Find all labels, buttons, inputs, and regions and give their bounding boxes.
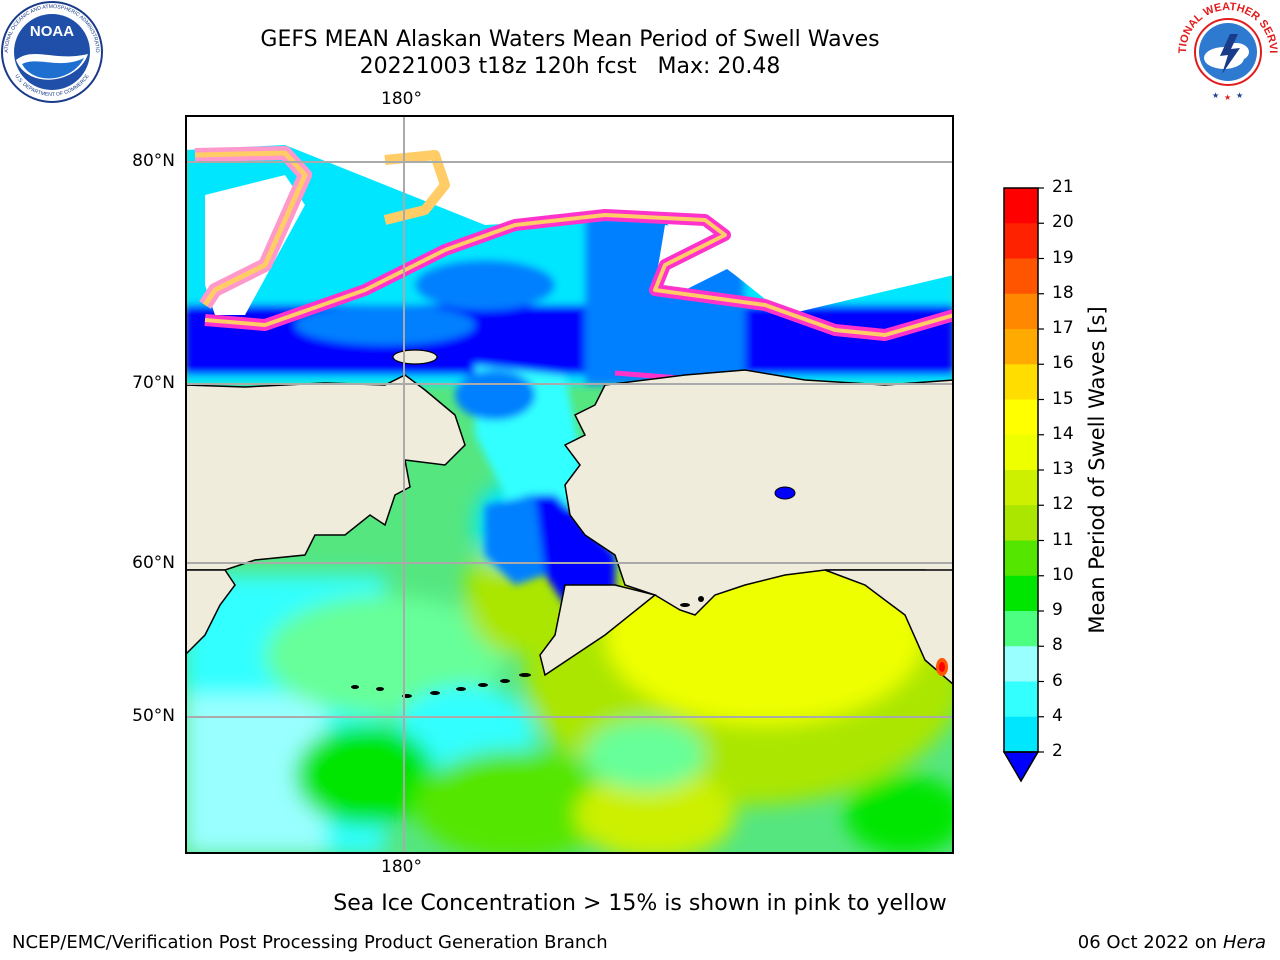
colorbar-tick-label: 2 xyxy=(1052,741,1063,761)
land-kamchatka xyxy=(185,569,236,657)
colorbar-tick-label: 11 xyxy=(1052,529,1074,550)
footer-date: 06 Oct 2022 on Hera xyxy=(1078,932,1266,953)
colorbar-segment xyxy=(1004,505,1038,541)
land-siberia xyxy=(185,374,466,571)
graticule xyxy=(185,115,954,854)
colorbar-segment xyxy=(1004,611,1038,647)
noaa-logo: NOAA NATIONAL OCEANIC AND ATMOSPHERIC AD… xyxy=(0,0,103,103)
colorbar-tick-label: 13 xyxy=(1052,459,1074,479)
lon-label-top: 180° xyxy=(381,89,422,109)
colorbar-segment xyxy=(1004,258,1038,295)
colorbar-tick-label: 10 xyxy=(1052,564,1074,585)
land-alaska xyxy=(563,369,954,854)
colorbar-segment xyxy=(1004,646,1038,682)
colorbar-segment xyxy=(1004,293,1038,330)
lat-label-70n: 70°N xyxy=(132,373,175,393)
map-frame xyxy=(185,115,954,854)
land-alaska-peninsula xyxy=(539,584,657,677)
star-icon: ★ xyxy=(1212,91,1219,100)
map-title: GEFS MEAN Alaskan Waters Mean Period of … xyxy=(260,27,880,52)
noaa-logo-text: NOAA xyxy=(30,23,74,40)
colorbar-segment xyxy=(1004,716,1038,753)
colorbar-tick-label: 4 xyxy=(1052,705,1063,726)
land-alaska-southeast xyxy=(824,569,954,686)
colorbar-segment xyxy=(1004,681,1038,718)
colorbar-segment xyxy=(1004,470,1038,506)
footer-credit: NCEP/EMC/Verification Post Processing Pr… xyxy=(12,932,608,953)
colorbar-segment xyxy=(1004,188,1038,224)
map-panel xyxy=(185,115,954,854)
colorbar-segment xyxy=(1004,399,1038,436)
colorbar-tick-label: 16 xyxy=(1052,353,1074,374)
colorbar-segment xyxy=(1004,575,1038,612)
footer-host: Hera xyxy=(1222,932,1266,953)
map-field xyxy=(185,115,954,854)
colorbar-segment xyxy=(1004,329,1038,365)
colorbar-segment xyxy=(1004,364,1038,400)
lat-label-80n: 80°N xyxy=(132,151,175,171)
colorbar-tick-label: 20 xyxy=(1052,212,1074,233)
colorbar-segment xyxy=(1004,223,1038,259)
colorbar-tick-label: 15 xyxy=(1052,388,1074,409)
colorbar-tick-label: 14 xyxy=(1052,423,1074,444)
aleutian-islands xyxy=(351,596,704,698)
colorbar-segment xyxy=(1004,434,1038,471)
colorbar-extend-arrow xyxy=(1002,751,1040,783)
colorbar-tick-label: 12 xyxy=(1052,494,1074,515)
colorbar-tick-label: 8 xyxy=(1052,635,1063,656)
colorbar-tick-label: 9 xyxy=(1052,600,1063,620)
colorbar-tick-label: 19 xyxy=(1052,247,1074,268)
map-subtitle: 20221003 t18z 120h fcst Max: 20.48 xyxy=(359,54,781,79)
colorbar-segment xyxy=(1004,540,1038,577)
star-icon: ★ xyxy=(1224,93,1231,102)
colorbar xyxy=(1002,187,1044,783)
colorbar-tick-label: 6 xyxy=(1052,670,1063,691)
nws-logo: NATIONAL WEATHER SERVICE ★ ★ ★ xyxy=(1176,0,1279,102)
sea-ice-note: Sea Ice Concentration > 15% is shown in … xyxy=(333,891,947,916)
star-icon: ★ xyxy=(1236,91,1243,100)
footer-date-text: 06 Oct 2022 on xyxy=(1077,932,1223,953)
colorbar-tick-label: 17 xyxy=(1052,318,1074,338)
lat-label-50n: 50°N xyxy=(132,706,175,726)
lat-label-60n: 60°N xyxy=(132,553,175,573)
nunivak-area xyxy=(774,486,796,500)
colorbar-tick-label: 18 xyxy=(1052,282,1074,303)
colorbar-tick-label: 21 xyxy=(1052,177,1074,197)
lon-label-bottom: 180° xyxy=(381,857,422,877)
colorbar-label: Mean Period of Swell Waves [s] xyxy=(1085,306,1109,634)
land-wrangel-island xyxy=(392,349,438,365)
